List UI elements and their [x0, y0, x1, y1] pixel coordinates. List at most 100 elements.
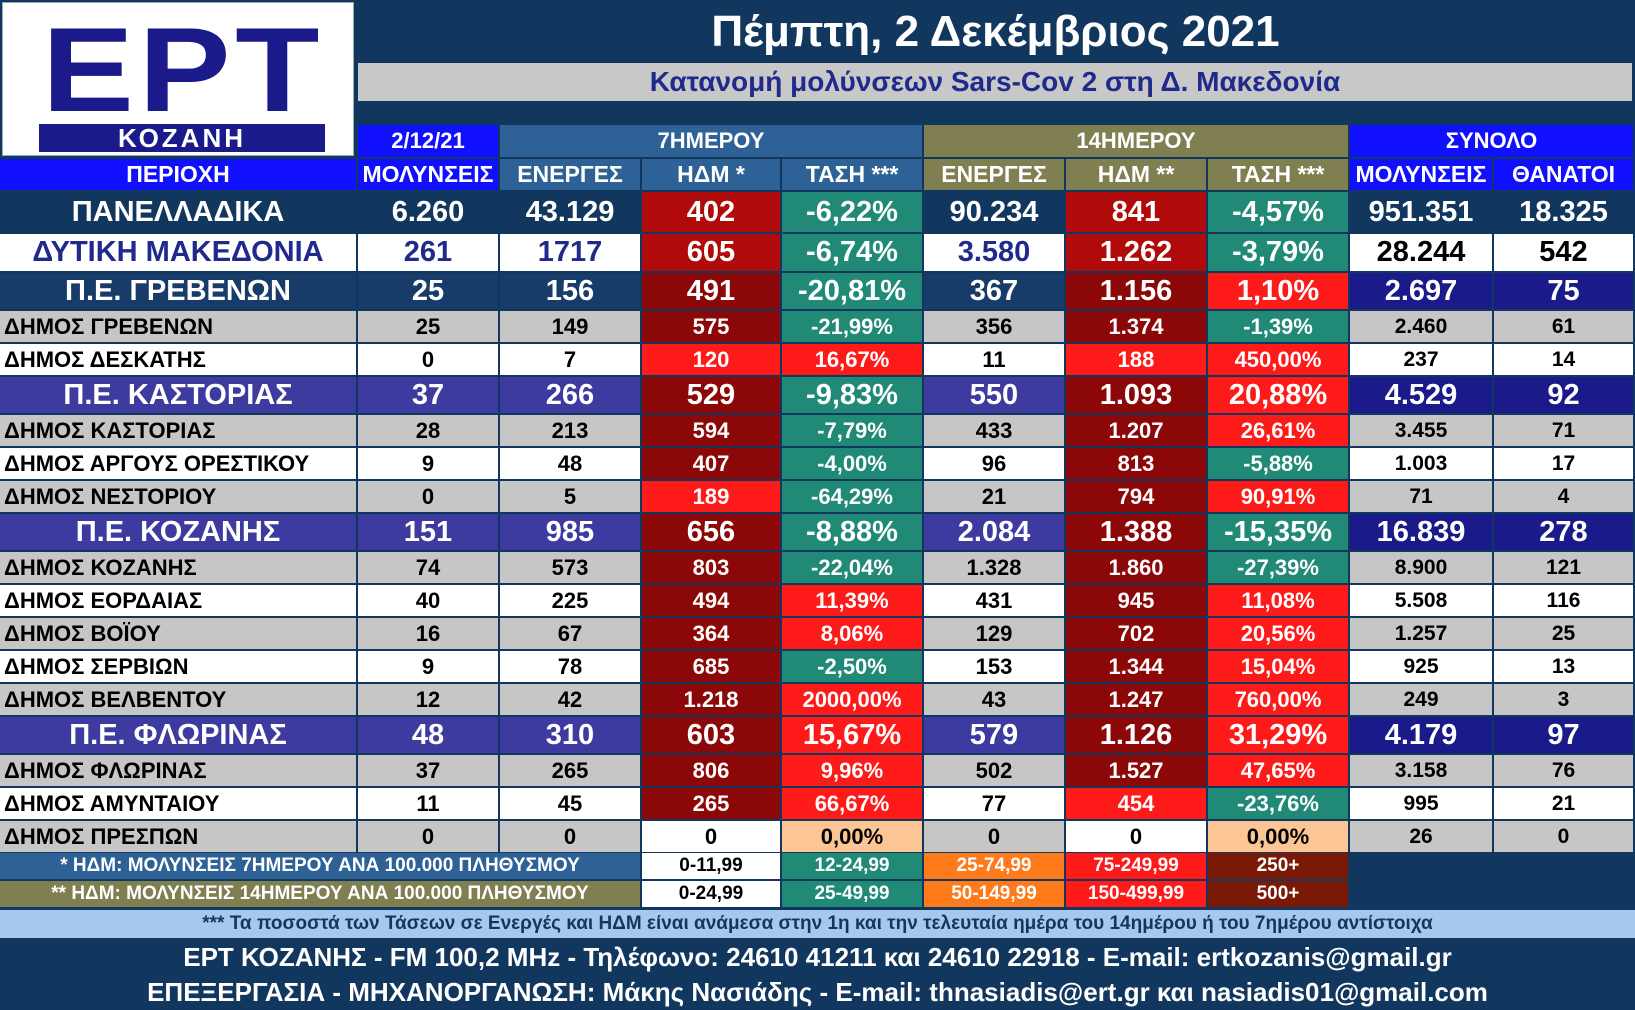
value-cell: 9 [358, 651, 498, 682]
value-cell: 760,00% [1208, 684, 1348, 715]
value-cell: 575 [642, 311, 780, 342]
value-cell: 1.003 [1350, 448, 1492, 479]
value-cell: 2.697 [1350, 273, 1492, 309]
value-cell: 278 [1494, 514, 1633, 550]
value-cell: 1.344 [1066, 651, 1206, 682]
value-cell: 96 [924, 448, 1064, 479]
value-cell: 656 [642, 514, 780, 550]
value-cell: 42 [500, 684, 640, 715]
value-cell: 66,67% [782, 788, 922, 819]
value-cell: 4 [1494, 481, 1633, 512]
value-cell: 0,00% [1208, 821, 1348, 852]
value-cell: 9 [358, 448, 498, 479]
value-cell: 48 [358, 717, 498, 753]
contact-line: ΕΡΤ ΚΟΖΑΝΗΣ - FM 100,2 MHz - Τηλέφωνο: 2… [183, 942, 1452, 972]
value-cell: 17 [1494, 448, 1633, 479]
header-date: 2/12/21 [358, 125, 498, 157]
value-cell: -8,88% [782, 514, 922, 550]
value-cell: 266 [500, 377, 640, 413]
legend-range: 50-149,99 [924, 881, 1064, 907]
value-cell: 8.900 [1350, 552, 1492, 583]
legend-range: 500+ [1208, 881, 1348, 907]
column-header: ΕΝΕΡΓΕΣ [924, 159, 1064, 190]
value-cell: 265 [500, 755, 640, 786]
area-name-cell: ΔΗΜΟΣ ΑΡΓΟΥΣ ΟΡΕΣΤΙΚΟΥ [0, 448, 356, 479]
header-total: ΣΥΝΟΛΟ [1350, 125, 1633, 157]
value-cell: 37 [358, 377, 498, 413]
value-cell: 603 [642, 717, 780, 753]
area-name-cell: ΔΗΜΟΣ ΚΟΖΑΝΗΣ [0, 552, 356, 583]
value-cell: 129 [924, 618, 1064, 649]
area-name-cell: Π.Ε. ΚΟΖΑΝΗΣ [0, 514, 356, 550]
value-cell: 120 [642, 344, 780, 375]
value-cell: 14 [1494, 344, 1633, 375]
value-cell: 433 [924, 415, 1064, 446]
value-cell: 431 [924, 585, 1064, 616]
value-cell: 11,08% [1208, 585, 1348, 616]
value-cell: 78 [500, 651, 640, 682]
value-cell: -27,39% [1208, 552, 1348, 583]
column-header: ΠΕΡΙΟΧΗ [0, 159, 356, 190]
value-cell: 945 [1066, 585, 1206, 616]
value-cell: 237 [1350, 344, 1492, 375]
legend-range: 150-499,99 [1066, 881, 1206, 907]
value-cell: 43.129 [500, 192, 640, 232]
value-cell: 995 [1350, 788, 1492, 819]
value-cell: 310 [500, 717, 640, 753]
area-name-cell: ΔΗΜΟΣ ΦΛΩΡΙΝΑΣ [0, 755, 356, 786]
legend-range: 0-24,99 [642, 881, 780, 907]
value-cell: 402 [642, 192, 780, 232]
area-name-cell: Π.Ε. ΦΛΩΡΙΝΑΣ [0, 717, 356, 753]
value-cell: 20,88% [1208, 377, 1348, 413]
value-cell: 2000,00% [782, 684, 922, 715]
value-cell: 249 [1350, 684, 1492, 715]
value-cell: 529 [642, 377, 780, 413]
header-7day: 7ΗΜΕΡΟΥ [500, 125, 922, 157]
value-cell: 45 [500, 788, 640, 819]
value-cell: 3.455 [1350, 415, 1492, 446]
value-cell: 121 [1494, 552, 1633, 583]
legend-range: 0-11,99 [642, 853, 780, 879]
value-cell: 1.218 [642, 684, 780, 715]
ert-logo: ΕΡΤ ΚΟΖΑΝΗ [2, 2, 354, 156]
value-cell: 702 [1066, 618, 1206, 649]
area-name-cell: ΔΗΜΟΣ ΕΟΡΔΑΙΑΣ [0, 585, 356, 616]
value-cell: 71 [1494, 415, 1633, 446]
value-cell: 803 [642, 552, 780, 583]
value-cell: 43 [924, 684, 1064, 715]
value-cell: 985 [500, 514, 640, 550]
value-cell: 550 [924, 377, 1064, 413]
value-cell: 3.580 [924, 234, 1064, 271]
value-cell: -64,29% [782, 481, 922, 512]
value-cell: 47,65% [1208, 755, 1348, 786]
value-cell: 9,96% [782, 755, 922, 786]
value-cell: 71 [1350, 481, 1492, 512]
value-cell: 685 [642, 651, 780, 682]
value-cell: 367 [924, 273, 1064, 309]
value-cell: 16,67% [782, 344, 922, 375]
value-cell: 356 [924, 311, 1064, 342]
value-cell: 76 [1494, 755, 1633, 786]
trend-footnote: *** Τα ποσοστά των Τάσεων σε Ενεργές και… [0, 910, 1635, 938]
value-cell: 26 [1350, 821, 1492, 852]
value-cell: 149 [500, 311, 640, 342]
value-cell: 0 [500, 821, 640, 852]
value-cell: 25 [358, 273, 498, 309]
value-cell: -9,83% [782, 377, 922, 413]
column-header: ΗΔΜ * [642, 159, 780, 190]
value-cell: -3,79% [1208, 234, 1348, 271]
value-cell: 0 [358, 481, 498, 512]
legend-note: * ΗΔΜ: ΜΟΛΥΝΣΕΙΣ 7ΗΜΕΡΟΥ ΑΝΑ 100.000 ΠΛΗ… [0, 853, 640, 879]
column-header: ΗΔΜ ** [1066, 159, 1206, 190]
value-cell: 1.388 [1066, 514, 1206, 550]
area-name-cell: ΔΗΜΟΣ ΣΕΡΒΙΩΝ [0, 651, 356, 682]
area-name-cell: ΔΥΤΙΚΗ ΜΑΚΕΔΟΝΙΑ [0, 234, 356, 271]
value-cell: 75 [1494, 273, 1633, 309]
value-cell: 1717 [500, 234, 640, 271]
legend-range: 75-249,99 [1066, 853, 1206, 879]
value-cell: -6,22% [782, 192, 922, 232]
value-cell: 28 [358, 415, 498, 446]
area-name-cell: ΔΗΜΟΣ ΑΜΥΝΤΑΙΟΥ [0, 788, 356, 819]
column-header: ΕΝΕΡΓΕΣ [500, 159, 640, 190]
value-cell: 841 [1066, 192, 1206, 232]
